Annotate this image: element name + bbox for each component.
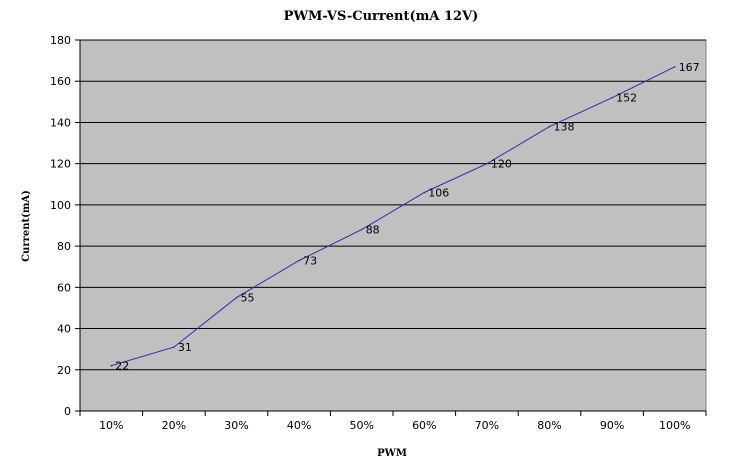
data-label: 106 [428,187,449,200]
data-label: 55 [241,292,255,305]
data-label: 138 [554,121,575,134]
y-tick-label: 160 [50,75,71,88]
data-point [110,364,113,367]
data-label: 167 [679,61,700,74]
x-axis-ticks: 10% 20% 30% 40% 50% 60% 70% 80% 90% 100% [79,410,707,432]
gridlines [80,39,706,371]
data-point [611,96,613,99]
x-axis-label: PWM [377,448,407,459]
y-tick-label: 80 [57,240,71,253]
y-tick-label: 20 [57,364,71,377]
data-point [235,296,238,299]
y-tick-label: 180 [50,34,71,47]
data-point [486,162,488,165]
y-tick-label: 140 [50,116,71,129]
x-tick-label: 30% [224,419,248,432]
data-label: 73 [303,255,317,268]
y-tick-label: 40 [57,323,71,336]
data-point [360,228,363,231]
data-label: 152 [616,92,637,105]
y-axis-ticks: 0 20 40 60 80 100 120 140 160 180 [50,34,81,418]
x-tick-label: 60% [412,419,436,432]
data-points [110,65,676,367]
y-tick-label: 100 [50,199,71,212]
chart-title: PWM-VS-Current(mA 12V) [284,9,479,24]
data-point [423,191,426,194]
data-point [673,65,676,68]
data-label: 31 [178,341,192,354]
y-tick-label: 0 [64,405,71,418]
y-tick-label: 120 [50,158,71,171]
data-labels: 22 31 55 73 88 106 120 138 152 167 [115,61,699,373]
x-tick-label: 20% [162,419,186,432]
data-point [298,259,300,262]
x-tick-label: 10% [99,419,123,432]
data-point [173,346,175,348]
x-tick-label: 40% [287,419,311,432]
x-tick-label: 70% [475,419,499,432]
x-tick-label: 90% [600,419,624,432]
x-tick-label: 80% [537,419,561,432]
data-point [548,125,551,128]
data-label: 22 [115,360,129,373]
y-axis-label: Current(mA) [21,190,32,262]
x-tick-label: 100% [659,419,690,432]
y-tick-label: 60 [57,281,71,294]
x-tick-label: 50% [349,419,373,432]
data-label: 120 [491,158,512,171]
plot-area [79,39,707,412]
data-label: 88 [366,224,380,237]
series-line [111,66,675,367]
